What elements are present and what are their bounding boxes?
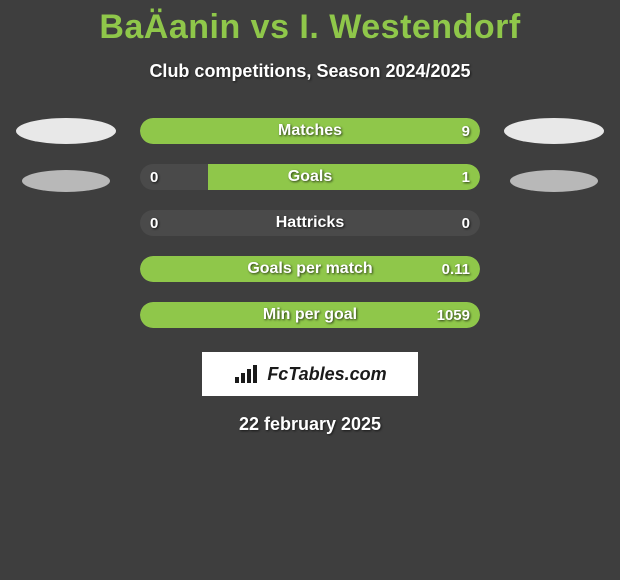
date-text: 22 february 2025	[0, 414, 620, 435]
fctables-logo[interactable]: FcTables.com	[202, 352, 418, 396]
shadow-ellipse	[510, 170, 598, 192]
shadow-ellipse	[16, 118, 116, 144]
stat-label: Hattricks	[140, 210, 480, 236]
stat-label: Goals per match	[140, 256, 480, 282]
subtitle: Club competitions, Season 2024/2025	[0, 61, 620, 82]
shadow-ellipse	[504, 118, 604, 144]
stat-row: Goals per match0.11	[140, 256, 480, 282]
bar-chart-icon	[233, 363, 261, 385]
stat-label: Matches	[140, 118, 480, 144]
stats-bars: Matches90Goals10Hattricks0Goals per matc…	[140, 118, 480, 328]
player-right-shadows	[498, 118, 610, 192]
page-title: BaÄanin vs I. Westendorf	[0, 0, 620, 47]
stat-label: Min per goal	[140, 302, 480, 328]
comparison-content: Matches90Goals10Hattricks0Goals per matc…	[0, 118, 620, 328]
shadow-ellipse	[22, 170, 110, 192]
stat-right-value: 1	[462, 164, 470, 190]
stat-row: 0Goals1	[140, 164, 480, 190]
stat-row: Min per goal1059	[140, 302, 480, 328]
stat-right-value: 0.11	[442, 256, 470, 282]
logo-text: FcTables.com	[267, 364, 386, 385]
stat-right-value: 1059	[437, 302, 470, 328]
player-left-shadows	[10, 118, 122, 192]
stat-row: Matches9	[140, 118, 480, 144]
stat-right-value: 9	[462, 118, 470, 144]
stat-label: Goals	[140, 164, 480, 190]
stat-right-value: 0	[462, 210, 470, 236]
stat-row: 0Hattricks0	[140, 210, 480, 236]
